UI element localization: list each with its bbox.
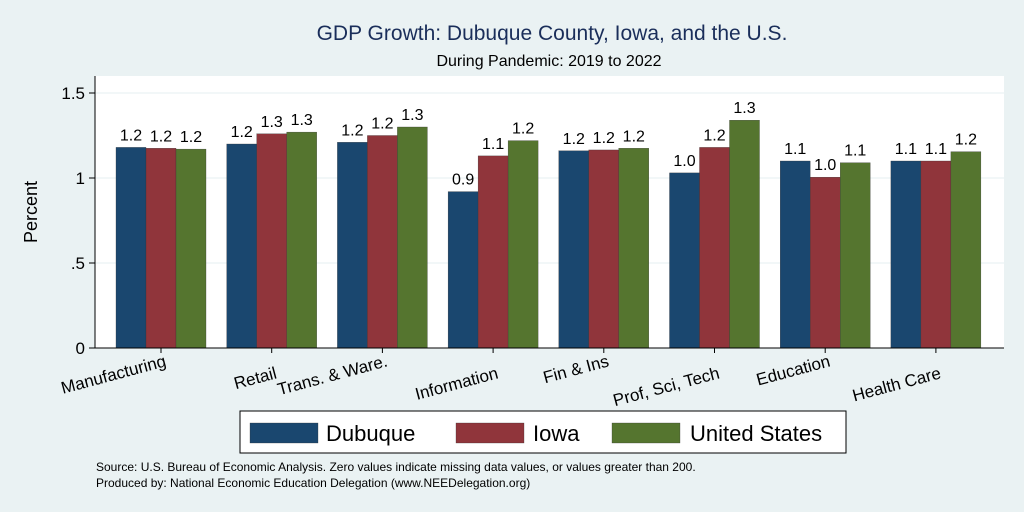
data-label: 0.9 [452, 172, 474, 189]
data-label: 1.3 [261, 114, 283, 131]
x-tick-label: Manufacturing [59, 352, 168, 398]
data-label: 1.2 [150, 128, 172, 145]
bar [780, 160, 811, 349]
data-label: 1.1 [925, 141, 947, 158]
x-tick-label: Information [413, 364, 500, 404]
data-label: 1.2 [341, 122, 363, 139]
data-label: 1.3 [401, 107, 423, 124]
data-label: 1.1 [895, 141, 917, 158]
x-tick-label: Prof, Sci, Tech [611, 364, 721, 411]
bar [950, 151, 982, 349]
data-label: 1.2 [512, 121, 534, 138]
data-label: 1.2 [371, 116, 393, 133]
legend-label: Iowa [533, 421, 580, 446]
bar [840, 162, 871, 349]
x-tick-label: Education [754, 352, 832, 390]
chart-title: GDP Growth: Dubuque County, Iowa, and th… [317, 22, 788, 45]
bar [920, 160, 952, 349]
chart-subtitle: During Pandemic: 2019 to 2022 [436, 53, 661, 70]
bar [890, 160, 922, 349]
bar [447, 191, 479, 349]
bar [477, 155, 509, 349]
data-label: 1.0 [673, 153, 695, 170]
x-tick-label: Fin & Ins [541, 352, 611, 388]
legend-label: Dubuque [326, 421, 415, 446]
data-label: 1.2 [563, 131, 585, 148]
bar [367, 135, 398, 349]
bar [337, 142, 368, 349]
x-tick-label: Health Care [850, 364, 943, 406]
bar [810, 176, 841, 349]
bar [729, 120, 760, 349]
bar [115, 147, 147, 349]
data-label: 1.2 [180, 129, 202, 146]
y-axis-label: Percent [21, 181, 41, 243]
data-label: 1.2 [955, 132, 977, 149]
bar [669, 172, 700, 349]
bar [256, 133, 287, 349]
bar [699, 147, 730, 349]
bar [618, 148, 649, 349]
data-label: 1.2 [593, 130, 615, 147]
y-tick-label: 1 [76, 169, 85, 188]
legend-swatch [611, 422, 681, 444]
legend-swatch [455, 422, 525, 444]
bar [507, 140, 539, 349]
data-label: 1.2 [623, 128, 645, 145]
data-label: 1.2 [120, 127, 142, 144]
source-note: Source: U.S. Bureau of Economic Analysis… [96, 460, 696, 474]
data-label: 1.3 [733, 100, 755, 117]
x-tick-label: Trans. & Ware. [275, 352, 389, 400]
legend-box [239, 410, 847, 454]
bar [588, 149, 619, 349]
data-label: 1.1 [844, 143, 866, 160]
data-label: 1.1 [784, 141, 806, 158]
x-tick-label: Retail [232, 364, 279, 394]
data-label: 1.3 [291, 112, 313, 129]
producer-note: Produced by: National Economic Education… [96, 476, 530, 490]
legend-swatch [249, 422, 319, 444]
bar [226, 143, 257, 349]
data-label: 1.2 [231, 124, 253, 141]
data-label: 1.0 [814, 157, 836, 174]
data-label: 1.2 [703, 127, 725, 144]
data-label: 1.1 [482, 136, 504, 153]
bar [558, 150, 589, 349]
bar [286, 131, 317, 349]
y-tick-label: 1.5 [61, 84, 85, 103]
y-tick-label: 0 [76, 339, 85, 358]
bar [397, 126, 428, 349]
legend-label: United States [690, 421, 822, 446]
bar [175, 148, 207, 349]
bar [145, 148, 177, 349]
y-tick-label: .5 [71, 254, 85, 273]
